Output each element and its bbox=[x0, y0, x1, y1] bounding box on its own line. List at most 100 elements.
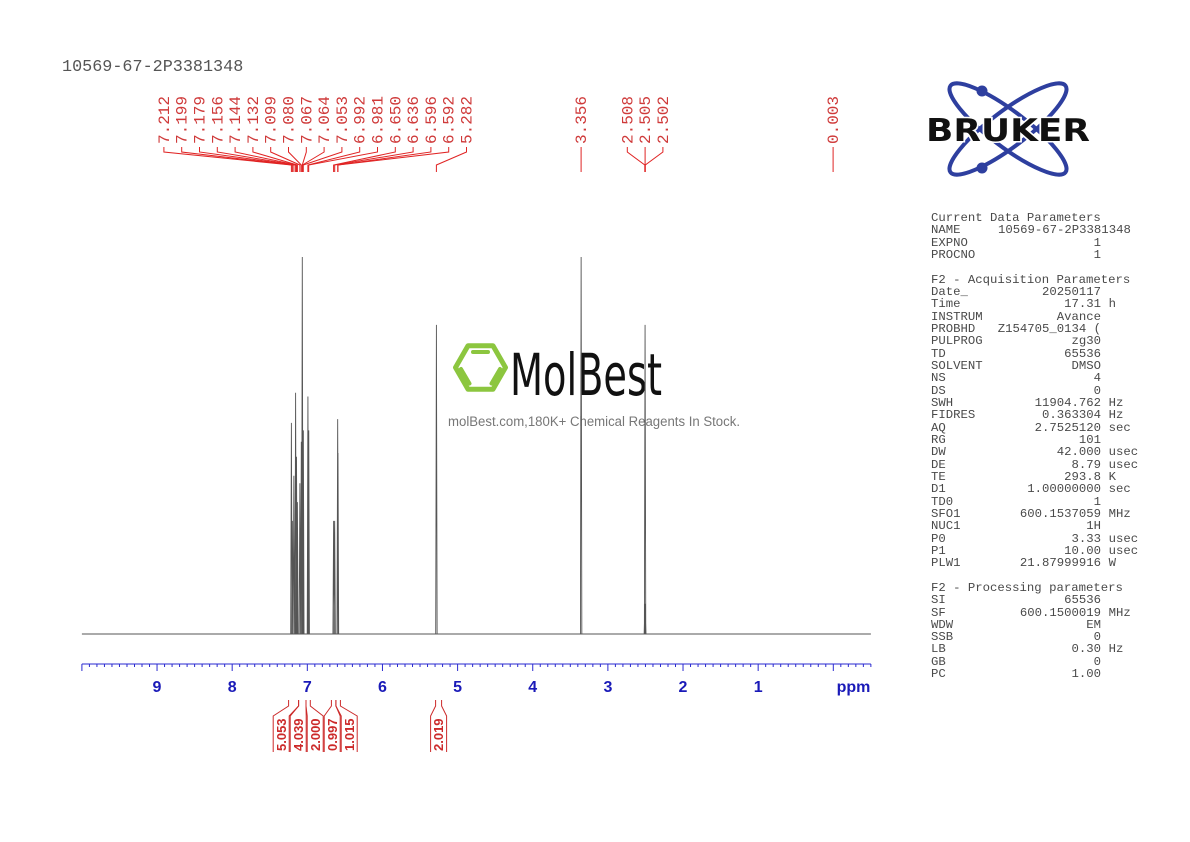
param-row: SWH 11904.762 Hz bbox=[931, 395, 1130, 410]
param-row: PROCNO 1 bbox=[931, 249, 1130, 262]
param-value: zg30 bbox=[1071, 334, 1101, 349]
param-unit: Hz bbox=[1108, 642, 1124, 657]
peak-label: 3.356 bbox=[573, 96, 591, 144]
param-unit: Hz bbox=[1108, 408, 1124, 423]
param-label: DS bbox=[931, 383, 946, 398]
param-row: SF 600.1500019 MHz bbox=[931, 605, 1131, 620]
param-row: DS 0 bbox=[931, 383, 1130, 398]
param-label: EXPNO bbox=[931, 235, 968, 250]
param-value: 0 bbox=[1093, 630, 1101, 645]
logo-electron-icon bbox=[976, 162, 988, 174]
integral-bracket bbox=[430, 700, 448, 752]
param-row: D1 1.00000000 sec bbox=[931, 483, 1131, 496]
param-value: 1H bbox=[1086, 519, 1101, 534]
peak-leader-line bbox=[234, 147, 297, 172]
param-value: 21.87999916 bbox=[1019, 556, 1101, 571]
param-row: TD0 1 bbox=[931, 495, 1130, 508]
param-row: NS 4 bbox=[931, 372, 1130, 385]
peak-leader-line bbox=[288, 147, 302, 172]
param-label: INSTRUM bbox=[931, 309, 983, 324]
logo-orbit-icon bbox=[947, 81, 1069, 177]
param-label: FIDRES bbox=[931, 408, 976, 423]
param-row: DE 8.79 usec bbox=[931, 457, 1138, 472]
param-value: 0 bbox=[1093, 383, 1101, 398]
param-value: EM bbox=[1086, 617, 1101, 632]
peak-leader-line bbox=[302, 147, 343, 172]
logo-electron-icon bbox=[976, 85, 988, 97]
param-label: PROBHD bbox=[931, 321, 976, 336]
param-section-title: F2 - Processing parameters bbox=[931, 580, 1123, 595]
param-label: PLW1 bbox=[931, 556, 961, 571]
param-value: 101 bbox=[1078, 432, 1101, 447]
peak-label: 6.636 bbox=[405, 96, 423, 144]
param-label: SF bbox=[931, 605, 946, 620]
peak-label: 7.179 bbox=[192, 96, 210, 144]
param-section-title: Current Data Parameters bbox=[931, 211, 1101, 225]
param-row: SI 65536 bbox=[931, 593, 1130, 608]
peak-leader-line bbox=[302, 147, 325, 172]
param-value: 0.363304 bbox=[1041, 408, 1101, 423]
param-label: NUC1 bbox=[931, 519, 961, 534]
peak-label: 7.156 bbox=[209, 96, 227, 144]
param-label: P0 bbox=[931, 531, 946, 546]
param-value: 20250117 bbox=[1041, 284, 1101, 299]
peak-leader-line bbox=[252, 147, 298, 172]
param-unit: usec bbox=[1108, 543, 1139, 558]
x-tick-label: 6 bbox=[378, 679, 387, 696]
param-row: LB 0.30 Hz bbox=[931, 642, 1130, 657]
peak-label: 6.650 bbox=[387, 96, 405, 144]
x-tick-label: 3 bbox=[603, 679, 612, 696]
param-row: TD 65536 bbox=[931, 346, 1130, 361]
integral-value: 2.019 bbox=[431, 718, 446, 751]
param-label: WDW bbox=[931, 617, 954, 632]
logo-orbit-icon bbox=[947, 81, 1069, 177]
param-label: Time bbox=[931, 297, 961, 312]
x-tick-label: 1 bbox=[754, 679, 763, 696]
benzene-hexagon-icon bbox=[453, 343, 508, 392]
param-row: NUC1 1H bbox=[931, 519, 1130, 534]
peak-leader-line bbox=[270, 147, 301, 172]
spectrum-layer bbox=[81, 256, 871, 635]
param-row: SFO1 600.1537059 MHz bbox=[931, 506, 1131, 521]
param-value: 10.00 bbox=[1064, 543, 1101, 558]
param-label: SFO1 bbox=[931, 506, 961, 521]
watermark-tagline: molBest.com,180K+ Chemical Reagents In S… bbox=[448, 414, 740, 429]
integrals: 5.053 4.039 2.000 0.997 1.015 2.019 bbox=[272, 700, 448, 752]
param-row: PLW1 21.87999916 W bbox=[931, 556, 1130, 571]
param-label: SWH bbox=[931, 395, 954, 410]
param-row: P1 10.00 usec bbox=[931, 543, 1138, 558]
param-unit: usec bbox=[1108, 457, 1139, 472]
x-axis-unit-label: ppm bbox=[837, 679, 871, 696]
x-tick-label: 9 bbox=[153, 679, 162, 696]
peak-leader-line bbox=[333, 147, 396, 172]
spectrum-trace bbox=[81, 256, 871, 635]
peak-leader-line bbox=[644, 147, 664, 172]
param-label: DE bbox=[931, 457, 946, 472]
peak-label: 6.592 bbox=[441, 96, 459, 144]
x-tick-label: 5 bbox=[453, 679, 462, 696]
peak-label: 2.505 bbox=[637, 96, 655, 144]
peak-label: 2.508 bbox=[619, 96, 637, 144]
param-row: PROBHD Z154705_0134 ( bbox=[931, 321, 1130, 336]
param-row: P0 3.33 usec bbox=[931, 531, 1138, 546]
param-value: 17.31 bbox=[1064, 297, 1101, 312]
peak-label: 6.596 bbox=[423, 96, 441, 144]
param-section-title: F2 - Acquisition Parameters bbox=[931, 272, 1131, 287]
param-value: 2.7525120 bbox=[1034, 420, 1101, 435]
param-label: SSB bbox=[931, 630, 954, 645]
param-row: PULPROG zg30 bbox=[931, 334, 1130, 349]
param-value: 65536 bbox=[1064, 346, 1101, 361]
param-value: 293.8 bbox=[1064, 469, 1101, 484]
peak-label: 6.981 bbox=[370, 96, 388, 144]
param-value: 65536 bbox=[1064, 593, 1101, 608]
peak-leader-line bbox=[199, 147, 295, 172]
peak-label: 7.053 bbox=[334, 96, 352, 144]
peak-label: 7.099 bbox=[263, 96, 281, 144]
param-label: NAME bbox=[931, 223, 961, 238]
param-row: SSB 0 bbox=[931, 630, 1130, 645]
param-row: Date_ 20250117 bbox=[931, 284, 1130, 299]
acquisition-parameters-panel: Current Data Parameters NAME 10569-67-2P33… bbox=[931, 211, 1138, 681]
peak-label: 7.199 bbox=[174, 96, 192, 144]
peak-labels: 7.212 7.199 7.179 7.156 7.144 7.132 7.099 7.080… bbox=[156, 96, 843, 172]
param-unit: usec bbox=[1108, 531, 1139, 546]
